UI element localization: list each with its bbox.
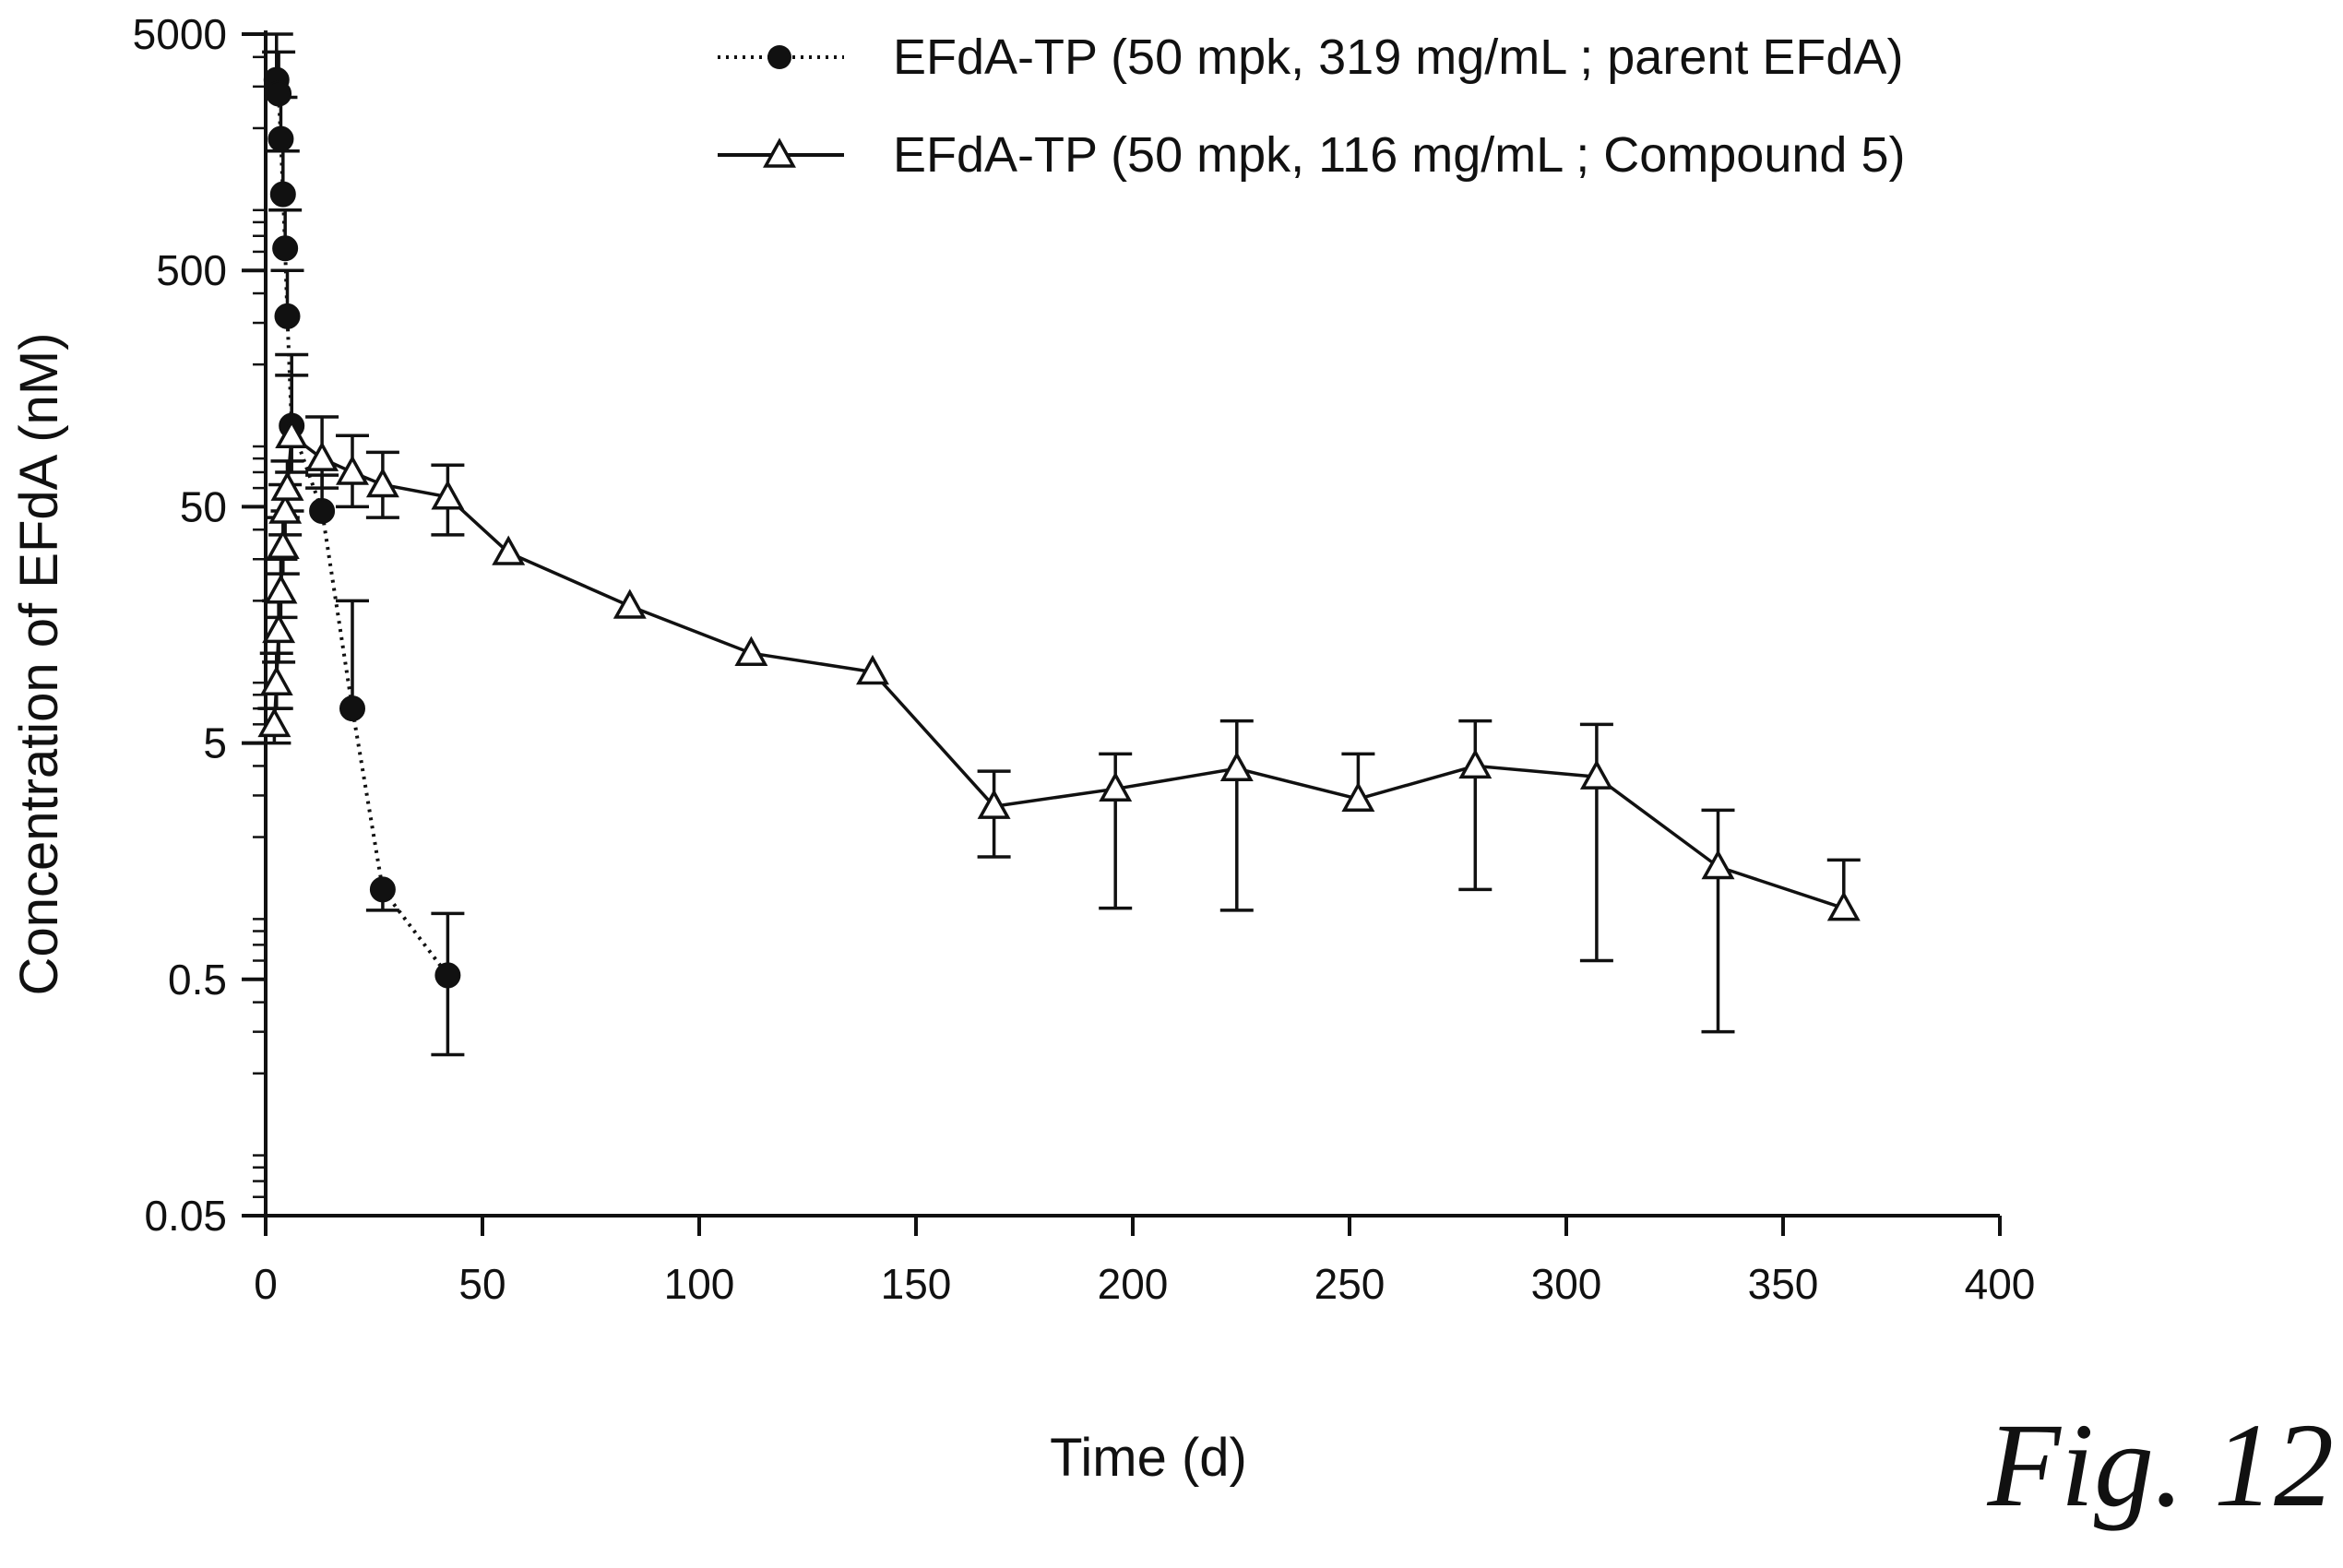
data-point (1579, 759, 1613, 790)
data-point (268, 493, 303, 524)
data-point (268, 125, 294, 152)
data-point (309, 497, 336, 524)
data-point (336, 455, 369, 485)
legend-swatch-marker (763, 137, 796, 168)
legend-label: EFdA-TP (50 mpk, 116 mg/mL ; Compound 5) (893, 127, 1905, 183)
y-tick-label: 50 (180, 482, 227, 530)
x-tick-label: 150 (881, 1260, 952, 1308)
x-tick-label: 50 (458, 1260, 505, 1308)
y-tick-label: 0.05 (144, 1192, 227, 1240)
data-point (266, 529, 300, 560)
x-axis: 0 50 100 150 200 250 300 350 400 (254, 1214, 2036, 1308)
data-point (305, 441, 339, 471)
data-point (269, 181, 296, 208)
x-tick-label: 200 (1098, 1260, 1169, 1308)
data-point (365, 467, 399, 498)
data-point (977, 789, 1011, 819)
legend-item-1: EFdA-TP (50 mpk, 319 mg/mL ; parent EFdA… (718, 30, 1903, 85)
data-point (272, 235, 299, 262)
data-point (734, 636, 768, 666)
x-tick-label: 100 (664, 1260, 735, 1308)
series-line (272, 432, 1845, 910)
data-point (434, 962, 461, 989)
y-tick-label: 5000 (133, 10, 227, 58)
data-point (275, 418, 309, 449)
data-point (259, 665, 293, 695)
y-axis-label: Concentration of EFdA (nM) (9, 333, 69, 996)
data-point (1458, 748, 1493, 779)
series-2 (257, 374, 1861, 1034)
data-point (1701, 849, 1735, 880)
data-point (431, 480, 465, 510)
series-line (274, 79, 449, 977)
legend-swatch-marker (767, 45, 791, 69)
x-tick-label: 0 (254, 1260, 278, 1308)
data-point (339, 695, 365, 722)
data-point (262, 612, 296, 644)
y-tick-label: 5 (203, 719, 227, 767)
plot-area (257, 32, 1861, 1057)
data-point (270, 470, 304, 501)
data-point (266, 80, 292, 107)
data-point (257, 707, 291, 738)
legend-label: EFdA-TP (50 mpk, 319 mg/mL ; parent EFdA… (893, 30, 1903, 85)
data-point (613, 588, 647, 619)
data-point (1826, 891, 1861, 921)
figure-label: Fig. 12 (1986, 1399, 2334, 1532)
data-point (264, 574, 298, 604)
data-point (369, 876, 396, 903)
data-point (274, 303, 301, 329)
data-point (856, 654, 889, 685)
x-tick-label: 400 (1965, 1260, 2036, 1308)
data-point (1099, 771, 1133, 802)
y-axis: 0.05 0.5 5 50 500 5000 (133, 10, 268, 1240)
data-point (1219, 751, 1254, 781)
x-tick-label: 300 (1531, 1260, 1602, 1308)
data-point (492, 535, 526, 565)
y-tick-label: 0.5 (168, 956, 227, 1004)
data-point (1341, 781, 1375, 812)
legend-item-2: EFdA-TP (50 mpk, 116 mg/mL ; Compound 5) (718, 127, 1905, 183)
x-axis-label: Time (d) (1050, 1428, 1247, 1488)
x-tick-label: 250 (1314, 1260, 1386, 1308)
y-tick-label: 500 (156, 246, 227, 294)
x-tick-label: 350 (1748, 1260, 1819, 1308)
legend: EFdA-TP (50 mpk, 319 mg/mL ; parent EFdA… (718, 30, 1905, 183)
